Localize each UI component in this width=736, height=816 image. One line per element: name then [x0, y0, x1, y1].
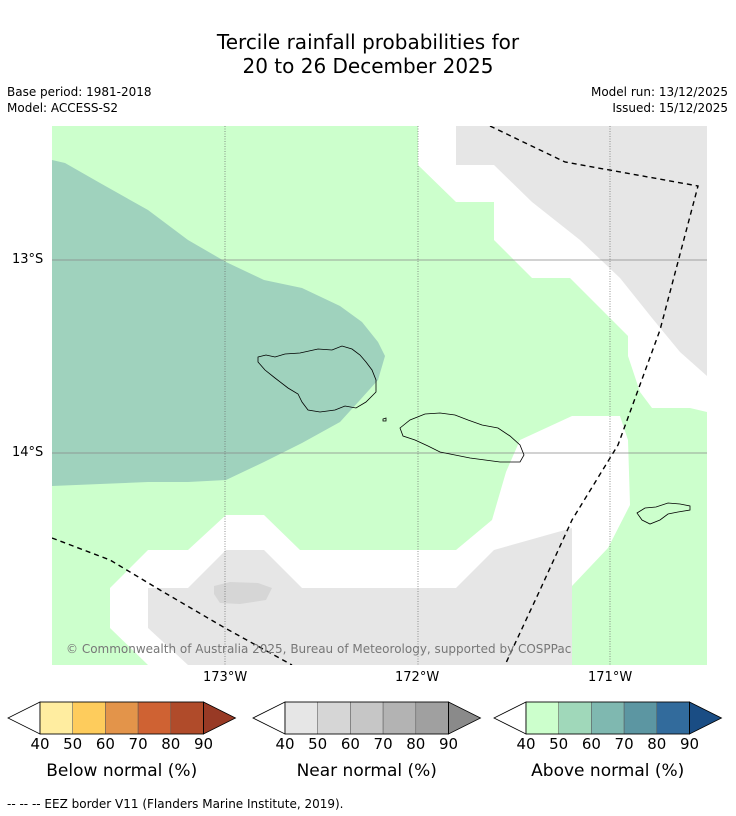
colorbar-1-outline	[284, 701, 449, 735]
colorbar-2-tick-60: 60	[581, 735, 601, 753]
colorbar-0-tick-80: 80	[161, 735, 181, 753]
island-manono	[382, 417, 387, 422]
colorbar-1-segment-1	[317, 701, 351, 735]
colorbar-1-segment-0	[284, 701, 318, 735]
eez-footnote: -- -- -- EEZ border V11 (Flanders Marine…	[7, 797, 344, 811]
map-title: Tercile rainfall probabilities for 20 to…	[0, 30, 736, 78]
colorbar-2-tick-70: 70	[614, 735, 634, 753]
colorbar-0-tick-40: 40	[30, 735, 50, 753]
lon-label-173w: 173°W	[203, 670, 248, 685]
colorbar-1-overflow	[448, 701, 482, 735]
colorbar-2-tick-50: 50	[549, 735, 569, 753]
colorbar-2-underflow	[493, 701, 527, 735]
colorbar-1-segment-3	[382, 701, 417, 735]
colorbar-0-tick-70: 70	[128, 735, 148, 753]
colorbar-0-title: Below normal (%)	[46, 761, 198, 781]
title-line-1: Tercile rainfall probabilities for	[216, 30, 520, 54]
colorbar-0-underflow	[7, 701, 41, 735]
map-plot-area	[52, 126, 707, 665]
colorbar-2-tick-90: 90	[679, 735, 700, 753]
region-above-normal-50-60	[52, 160, 385, 486]
colorbar-2-tick-40: 40	[516, 735, 536, 753]
colorbar-2-overflow	[689, 701, 723, 735]
region-near-normal-sw	[148, 528, 572, 665]
region-near-normal-ne	[456, 126, 707, 376]
colorbar-0-tick-50: 50	[63, 735, 83, 753]
meta-right: Model run: 13/12/2025 Issued: 15/12/2025	[591, 84, 728, 116]
model-run: Model run: 13/12/2025	[590, 85, 728, 99]
issued-date: Issued: 15/12/2025	[612, 101, 728, 115]
lon-label-172w: 172°W	[395, 670, 440, 685]
colorbar-2-segment-0	[525, 701, 559, 735]
colorbar-1-segment-2	[350, 701, 384, 735]
base-period: Base period: 1981-2018	[7, 85, 152, 99]
lat-label-13s: 13°S	[12, 252, 44, 267]
colorbar-2-segment-3	[623, 701, 658, 735]
colorbar-1-tick-80: 80	[406, 735, 426, 753]
colorbar-0-segment-2	[105, 701, 139, 735]
legend-colorbars	[7, 701, 723, 735]
colorbar-2-segment-1	[558, 701, 592, 735]
colorbar-1-segment-4	[415, 701, 449, 735]
colorbar-0-segment-4	[170, 701, 204, 735]
colorbar-1-title: Near normal (%)	[296, 761, 437, 781]
lat-label-14s: 14°S	[12, 445, 44, 460]
colorbar-2-title: Above normal (%)	[531, 761, 685, 781]
colorbar-1-tick-40: 40	[275, 735, 295, 753]
island-savaii	[257, 345, 377, 413]
eez-border-north	[489, 126, 699, 665]
meta-left: Base period: 1981-2018 Model: ACCESS-S2	[7, 84, 152, 116]
colorbar-2-segment-2	[591, 701, 625, 735]
colorbar-2-outline	[525, 701, 690, 735]
colorbar-0-overflow	[203, 701, 237, 735]
colorbar-0-segment-3	[137, 701, 172, 735]
colorbar-0-segment-0	[39, 701, 73, 735]
colorbar-0-tick-90: 90	[193, 735, 214, 753]
colorbar-1-tick-50: 50	[308, 735, 328, 753]
colorbar-1-tick-60: 60	[340, 735, 360, 753]
region-near-normal-50-60	[214, 582, 272, 604]
model-name: Model: ACCESS-S2	[7, 101, 119, 115]
colorbar-1-underflow	[252, 701, 286, 735]
colorbar-0-outline	[39, 701, 204, 735]
lon-label-171w: 171°W	[588, 670, 633, 685]
island-upolu	[399, 412, 525, 463]
eez-border-south	[52, 537, 293, 665]
colorbar-0-segment-1	[72, 701, 106, 735]
colorbar-2-tick-80: 80	[647, 735, 667, 753]
title-line-2: 20 to 26 December 2025	[242, 54, 494, 78]
copyright-text: © Commonwealth of Australia 2025, Bureau…	[66, 642, 571, 656]
colorbar-1-tick-70: 70	[373, 735, 393, 753]
colorbar-1-tick-90: 90	[438, 735, 459, 753]
colorbar-2-segment-4	[656, 701, 690, 735]
colorbar-0-tick-60: 60	[95, 735, 115, 753]
island-tutuila	[636, 502, 691, 525]
